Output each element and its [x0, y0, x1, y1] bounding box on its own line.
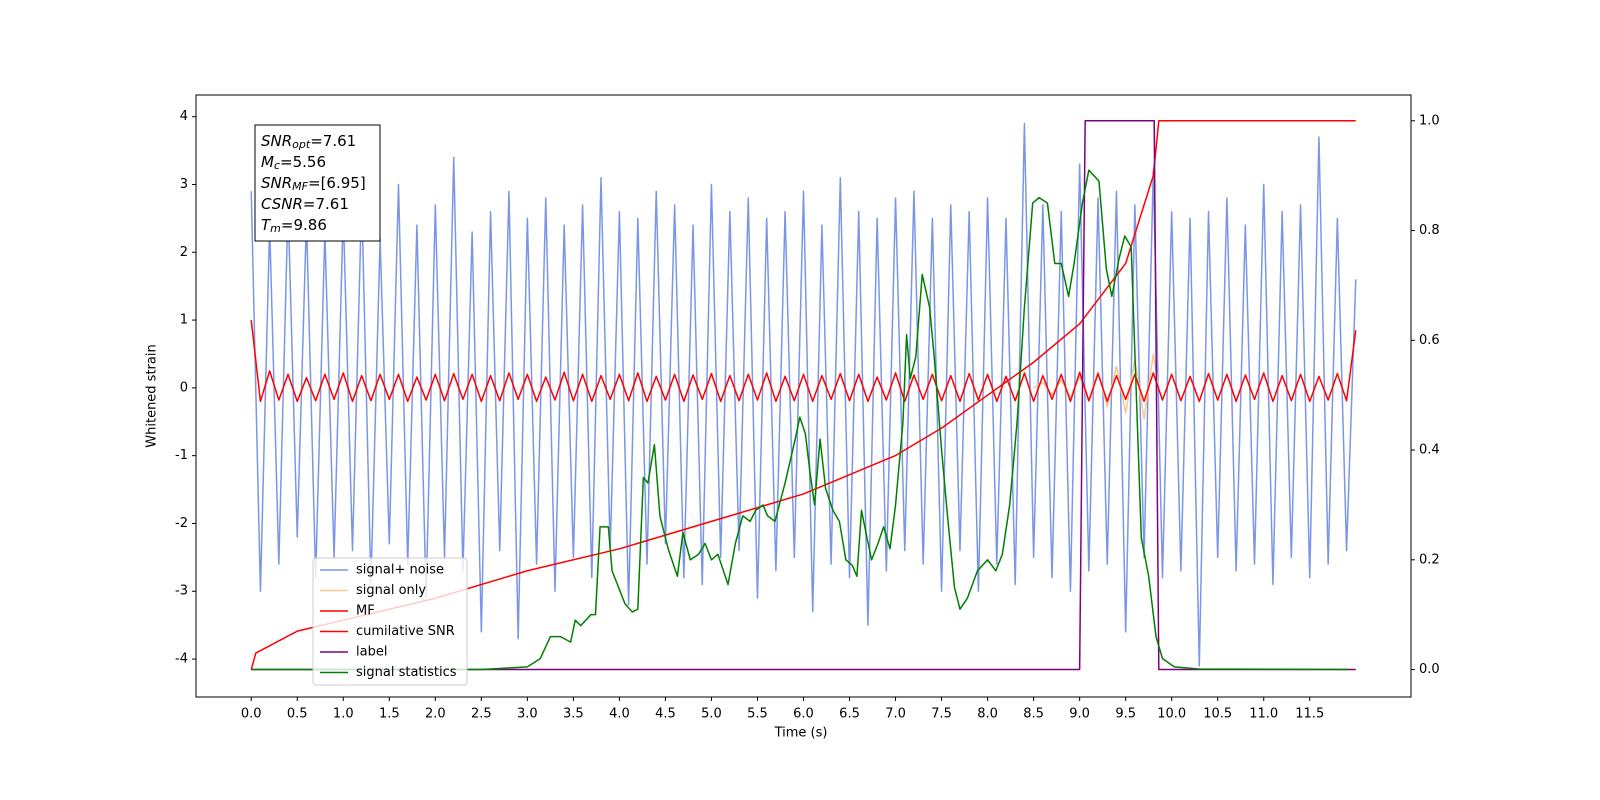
legend: signal+ noise signal only MF cumilative SNR… — [312, 557, 468, 686]
series-line — [251, 120, 1356, 671]
annotation-symbol: CSNR — [261, 195, 303, 213]
x-tick-label: 7.0 — [885, 707, 906, 722]
annotation-subscript: m — [270, 222, 281, 235]
y-tick-label: -2 — [175, 516, 188, 531]
x-tick-label: 10.0 — [1157, 707, 1186, 722]
annotation-symbol: T — [261, 216, 272, 234]
y-tick-label: 0 — [180, 380, 188, 395]
x-tick-label: 9.0 — [1069, 707, 1090, 722]
y2-tick-label: 1.0 — [1419, 113, 1440, 128]
annotation-value: =[6.95] — [308, 174, 366, 192]
annotation-subscript: c — [274, 159, 280, 172]
legend-label: signal only — [356, 583, 426, 598]
annotation-value: =5.56 — [280, 153, 326, 171]
annotation-line: Tm=9.86 — [261, 216, 327, 236]
x-tick-label: 2.5 — [471, 707, 492, 722]
annotation-subscript: MF — [292, 180, 308, 193]
annotation-value: =7.61 — [310, 132, 356, 150]
y2-tick-label: 0.8 — [1419, 223, 1440, 238]
plot-frame — [195, 94, 1412, 698]
x-tick-label: 11.5 — [1295, 707, 1324, 722]
annotation-line: CSNR=7.61 — [261, 195, 349, 213]
x-tick-label: 10.5 — [1203, 707, 1232, 722]
x-tick-label: 6.5 — [839, 707, 860, 722]
x-tick-label: 5.5 — [747, 707, 768, 722]
legend-label: label — [356, 645, 387, 660]
annotation-line: SNRMF=[6.95] — [261, 174, 366, 194]
x-tick-label: 0.5 — [287, 707, 308, 722]
annotation-value: =7.61 — [303, 195, 349, 213]
legend-label: cumilative SNR — [356, 624, 455, 639]
y2-tick-label: 0.0 — [1419, 662, 1440, 677]
legend-label: signal+ noise — [356, 563, 444, 578]
y-tick-label: 1 — [180, 313, 188, 328]
y-tick-label: -3 — [175, 584, 188, 599]
y-tick-label: -4 — [175, 652, 188, 667]
x-tick-label: 1.5 — [379, 707, 400, 722]
series-line — [251, 169, 1349, 671]
annotation-symbol: M — [261, 153, 274, 171]
y2-tick-label: 0.4 — [1419, 443, 1440, 458]
x-tick-label: 11.0 — [1249, 707, 1278, 722]
annotation-value: =9.86 — [281, 216, 327, 234]
legend-box — [312, 557, 468, 686]
series-line — [250, 122, 1357, 667]
annotation-line: SNRopt=7.61 — [261, 132, 356, 152]
annotation-subscript: opt — [292, 138, 311, 151]
x-tick-label: 1.0 — [333, 707, 354, 722]
x-tick-label: 8.5 — [1023, 707, 1044, 722]
x-tick-label: 7.5 — [931, 707, 952, 722]
x-tick-label: 4.5 — [655, 707, 676, 722]
x-axis-label: Time (s) — [774, 726, 828, 741]
y2-tick-label: 0.6 — [1419, 333, 1440, 348]
x-tick-label: 3.0 — [517, 707, 538, 722]
x-tick-label: 9.5 — [1115, 707, 1136, 722]
legend-label: signal statistics — [356, 665, 457, 680]
y-tick-label: 3 — [180, 177, 188, 192]
y-tick-label: 2 — [180, 245, 188, 260]
annotation-symbol: SNR — [261, 174, 292, 192]
x-tick-label: 8.0 — [977, 707, 998, 722]
x-tick-label: 4.0 — [609, 707, 630, 722]
y-axis-label: Whitened strain — [145, 344, 160, 447]
x-tick-label: 2.0 — [425, 707, 446, 722]
legend-label: MF — [356, 604, 375, 619]
annotation-line: Mc=5.56 — [261, 153, 326, 173]
series-line — [250, 319, 1357, 403]
y-tick-label: -1 — [175, 448, 188, 463]
y-tick-label: 4 — [180, 109, 188, 124]
annotation: SNRopt=7.61Mc=5.56SNRMF=[6.95]CSNR=7.61T… — [254, 124, 381, 242]
annotation-symbol: SNR — [261, 132, 292, 150]
x-tick-label: 5.0 — [701, 707, 722, 722]
y2-tick-label: 0.2 — [1419, 552, 1440, 567]
x-tick-label: 0.0 — [241, 707, 262, 722]
annotation-box — [254, 124, 381, 242]
x-tick-label: 3.5 — [563, 707, 584, 722]
x-tick-label: 6.0 — [793, 707, 814, 722]
